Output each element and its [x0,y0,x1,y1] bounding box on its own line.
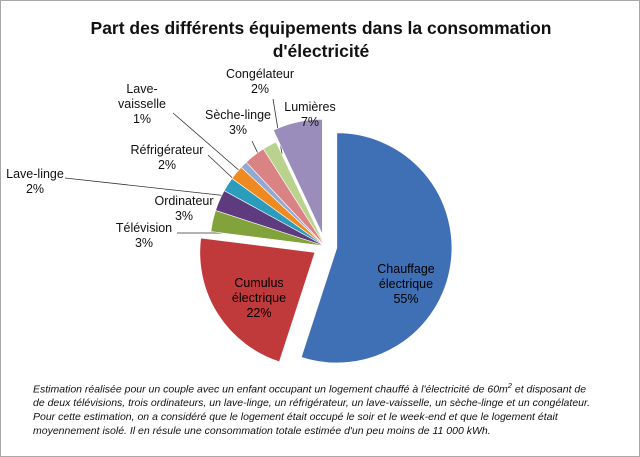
pie-slice-lumieres [273,118,323,235]
leader-line-lave-vaisselle [172,112,250,180]
slice-label-ordinateur: Ordinateur 3% [154,194,213,223]
slice-label-lumieres: Lumières 7% [284,100,335,129]
slice-label-chauffage: Chauffage électrique 55% [377,262,435,306]
slice-label-lave-linge: Lave-linge 2% [6,167,64,196]
slice-label-television: Télévision 3% [116,221,172,250]
chart-caption: Estimation réalisée pour un couple avec … [33,379,593,439]
caption-superscript: 2 [507,381,512,390]
pie-slice-cumulus [199,237,316,363]
leader-line-lave-linge [64,177,238,198]
slice-label-lave-vaisselle: Lave-vaisselle 1% [118,82,166,126]
pie-slice-chauffage [300,132,453,364]
slice-label-cumulus: Cumulus électrique 22% [232,276,286,320]
caption-text-2: et disposant de de deux télévisions, tro… [33,383,591,437]
pie-slice-congelateur [262,141,326,247]
slice-label-congelateur: Congélateur 2% [226,67,294,96]
chart-title: Part des différents équipements dans la … [90,18,552,61]
slice-label-seche-linge: Sèche-linge 3% [205,108,271,137]
slice-label-refrigerateur: Réfrigérateur 2% [131,143,204,172]
caption-text-1: Estimation réalisée pour un couple avec … [33,383,508,396]
